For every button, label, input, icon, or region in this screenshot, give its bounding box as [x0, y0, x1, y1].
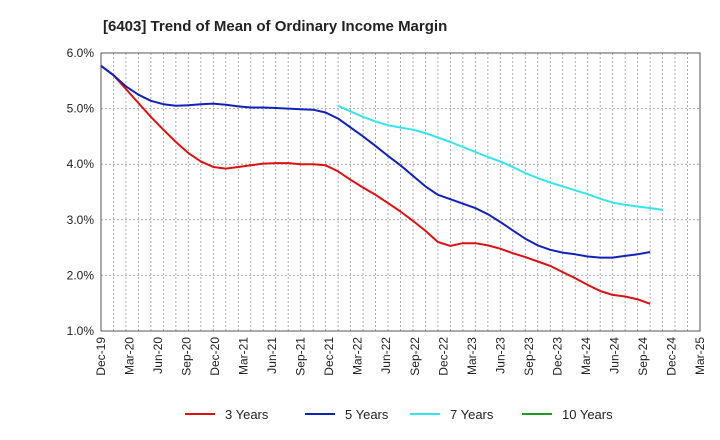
- x-tick-label: Dec-23: [550, 337, 564, 376]
- legend-label-1: 3 Years: [225, 407, 269, 422]
- x-tick-label: Jun-20: [151, 337, 165, 374]
- x-tick-label: Sep-21: [294, 337, 308, 376]
- y-tick-label: 1.0%: [67, 324, 95, 338]
- series-line-3: [337, 104, 663, 211]
- x-tick-label: Mar-21: [237, 337, 251, 375]
- plot-frame: [100, 52, 701, 332]
- y-tick-label: 2.0%: [67, 268, 95, 282]
- legend-label-4: 10 Years: [562, 407, 613, 422]
- legend-label-2: 5 Years: [345, 407, 389, 422]
- y-tick-label: 3.0%: [67, 213, 95, 227]
- legend: 3 Years 5 Years 7 Years 10 Years: [185, 407, 613, 422]
- x-tick-label: Mar-23: [465, 337, 479, 375]
- x-tick-label: Mar-20: [123, 337, 137, 375]
- x-tick-label: Dec-20: [208, 337, 222, 376]
- x-tick-label: Sep-23: [522, 337, 536, 376]
- x-tick-label: Jun-22: [379, 337, 393, 374]
- x-tick-label: Jun-21: [265, 337, 279, 374]
- x-tick-label: Mar-25: [693, 337, 707, 375]
- x-tick-label: Mar-22: [351, 337, 365, 375]
- legend-label-3: 7 Years: [450, 407, 494, 422]
- x-tick-label: Jun-24: [607, 337, 621, 374]
- series-line-2: [100, 65, 651, 259]
- chart-title: [6403] Trend of Mean of Ordinary Income …: [103, 18, 447, 35]
- x-axis: Dec-19 Mar-20 Jun-20 Sep-20 Dec-20 Mar-21 Jun-…: [94, 337, 707, 376]
- x-tick-label: Sep-20: [180, 337, 194, 376]
- y-tick-label: 6.0%: [67, 46, 95, 60]
- series-lines: [100, 65, 663, 305]
- y-tick-label: 4.0%: [67, 157, 95, 171]
- x-tick-label: Sep-24: [636, 337, 650, 376]
- x-tick-label: Dec-24: [664, 337, 678, 376]
- grid: [100, 52, 701, 332]
- x-tick-label: Dec-22: [436, 337, 450, 376]
- y-tick-label: 5.0%: [67, 102, 95, 116]
- x-tick-label: Dec-21: [322, 337, 336, 376]
- x-tick-label: Sep-22: [408, 337, 422, 376]
- x-tick-label: Dec-19: [94, 337, 108, 376]
- y-axis: 1.0% 2.0% 3.0% 4.0% 5.0% 6.0%: [67, 46, 95, 338]
- series-line-1: [100, 65, 651, 305]
- x-tick-label: Jun-23: [493, 337, 507, 374]
- x-tick-label: Mar-24: [579, 337, 593, 375]
